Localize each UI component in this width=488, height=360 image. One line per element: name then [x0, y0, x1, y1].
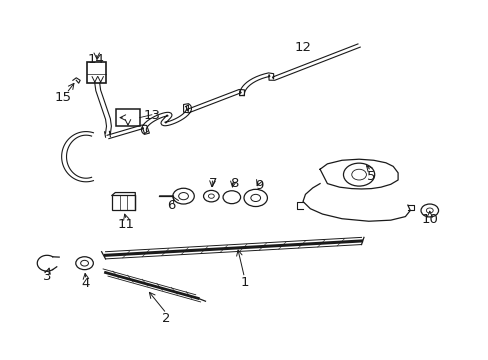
- Text: 3: 3: [42, 270, 51, 283]
- Bar: [87, 62, 106, 83]
- Text: 12: 12: [294, 41, 311, 54]
- Text: 8: 8: [230, 177, 239, 190]
- Bar: [112, 195, 135, 211]
- Text: 6: 6: [167, 199, 175, 212]
- Text: 14: 14: [87, 53, 104, 66]
- Bar: [116, 109, 140, 126]
- Text: 4: 4: [81, 278, 90, 291]
- Text: 1: 1: [240, 276, 248, 289]
- Text: 2: 2: [162, 311, 170, 325]
- Text: 11: 11: [118, 218, 135, 231]
- Text: 5: 5: [366, 170, 375, 183]
- Text: 7: 7: [208, 177, 217, 190]
- Text: 15: 15: [55, 91, 71, 104]
- Text: 10: 10: [421, 213, 437, 226]
- Text: 13: 13: [143, 109, 160, 122]
- Text: 9: 9: [254, 179, 263, 192]
